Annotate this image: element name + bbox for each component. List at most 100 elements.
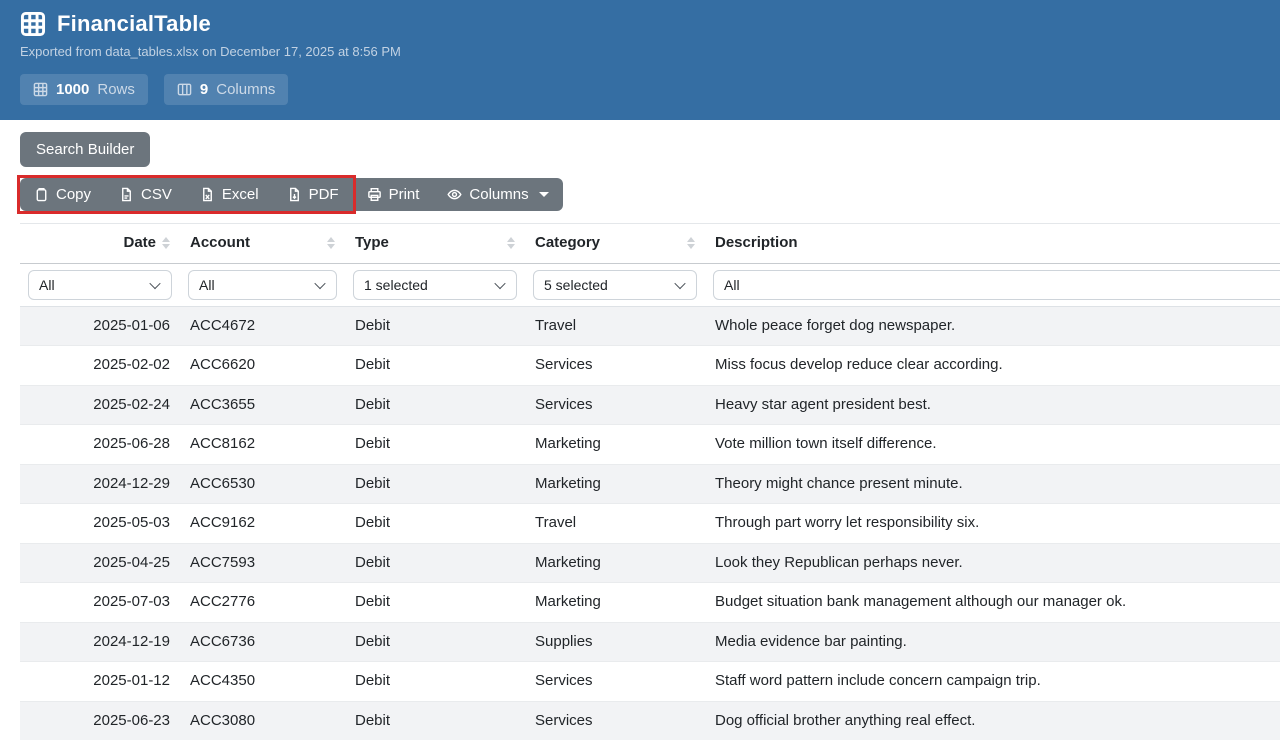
cell-account: ACC9162 [180,504,345,544]
filter-value: 5 selected [544,277,608,293]
cell-category: Marketing [525,583,705,623]
caret-down-icon [539,192,549,197]
copy-button[interactable]: Copy [20,178,105,211]
highlighted-button-group: Copy CSV Excel PDF [20,178,353,211]
cell-category: Travel [525,504,705,544]
filter-cell-date: All [20,263,180,306]
cell-category: Marketing [525,543,705,583]
badge-label: Columns [216,81,275,98]
stat-badge-columns: 9 Columns [164,74,289,105]
cell-type: Debit [345,662,525,702]
column-header-category[interactable]: Category [525,224,705,264]
table-grid-icon [20,11,46,37]
cell-category: Services [525,701,705,740]
print-button[interactable]: Print [353,178,434,211]
cell-description: Look they Republican perhaps never. [705,543,1280,583]
cell-account: ACC4350 [180,662,345,702]
cell-description: Through part worry let responsibility si… [705,504,1280,544]
eye-icon [447,187,462,202]
cell-type: Debit [345,543,525,583]
filter-cell-description: All [705,263,1280,306]
filter-value: All [199,277,215,293]
sort-icon [327,237,335,249]
cell-date: 2024-12-29 [20,464,180,504]
cell-type: Debit [345,622,525,662]
cell-account: ACC3080 [180,701,345,740]
column-header-description[interactable]: Description [705,224,1280,264]
cell-type: Debit [345,346,525,386]
cell-date: 2025-02-24 [20,385,180,425]
search-builder-button[interactable]: Search Builder [20,132,150,167]
cell-date: 2025-06-23 [20,701,180,740]
app-header: FinancialTable Exported from data_tables… [0,0,1280,120]
cell-date: 2025-01-06 [20,306,180,346]
cell-date: 2025-01-12 [20,662,180,702]
cell-date: 2025-02-02 [20,346,180,386]
column-label: Type [355,232,389,255]
cell-description: Whole peace forget dog newspaper. [705,306,1280,346]
csv-button[interactable]: CSV [105,178,186,211]
cell-description: Vote million town itself difference. [705,425,1280,465]
column-header-account[interactable]: Account [180,224,345,264]
filter-value: All [724,277,740,293]
cell-description: Staff word pattern include concern campa… [705,662,1280,702]
columns-button[interactable]: Columns [433,178,562,211]
cell-description: Theory might chance present minute. [705,464,1280,504]
cell-category: Services [525,662,705,702]
filter-cell-account: All [180,263,345,306]
filter-value: All [39,277,55,293]
column-header-type[interactable]: Type [345,224,525,264]
cell-category: Marketing [525,425,705,465]
sort-icon [162,237,170,249]
cell-date: 2025-06-28 [20,425,180,465]
button-label: PDF [309,186,339,203]
sort-icon [687,237,695,249]
file-excel-icon [200,187,215,202]
pdf-button[interactable]: PDF [273,178,353,211]
filter-select-type[interactable]: 1 selected [353,270,517,300]
file-csv-icon [119,187,134,202]
filter-select-account[interactable]: All [188,270,337,300]
button-label: Excel [222,186,259,203]
cell-description: Miss focus develop reduce clear accordin… [705,346,1280,386]
column-label: Date [123,232,156,255]
cell-category: Services [525,346,705,386]
button-label: Copy [56,186,91,203]
filter-select-category[interactable]: 5 selected [533,270,697,300]
column-header-row: Date Account Type Category Description [20,224,1280,264]
filter-cell-category: 5 selected [525,263,705,306]
cell-description: Media evidence bar painting. [705,622,1280,662]
cell-account: ACC8162 [180,425,345,465]
grid-icon [33,82,48,97]
cell-account: ACC6620 [180,346,345,386]
filter-row: All All 1 selected 5 selected All [20,263,1280,306]
cell-type: Debit [345,306,525,346]
cell-type: Debit [345,464,525,504]
excel-button[interactable]: Excel [186,178,273,211]
cell-account: ACC4672 [180,306,345,346]
cell-account: ACC3655 [180,385,345,425]
cell-description: Heavy star agent president best. [705,385,1280,425]
badge-value: 9 [200,81,208,98]
button-label: CSV [141,186,172,203]
column-label: Description [715,232,798,255]
cell-date: 2025-04-25 [20,543,180,583]
filter-select-description[interactable]: All [713,270,1280,300]
column-header-date[interactable]: Date [20,224,180,264]
cell-type: Debit [345,583,525,623]
cell-date: 2025-05-03 [20,504,180,544]
filter-select-date[interactable]: All [28,270,172,300]
filter-value: 1 selected [364,277,428,293]
